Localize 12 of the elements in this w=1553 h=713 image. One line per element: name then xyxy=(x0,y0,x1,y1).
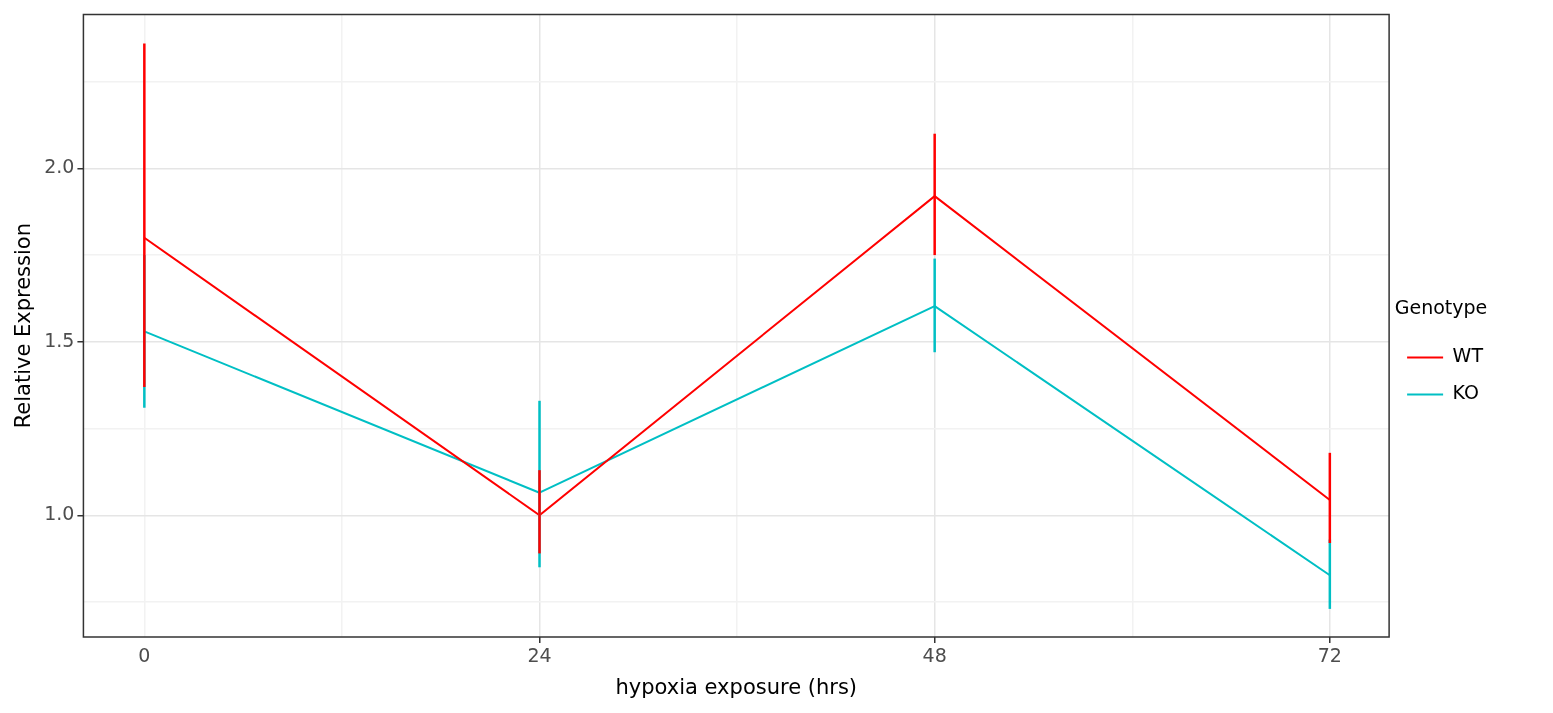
y-tick-label: 1.0 xyxy=(44,502,75,525)
x-tick-label: 24 xyxy=(527,644,552,667)
y-tick-label: 2.0 xyxy=(44,155,75,178)
legend-label: WT xyxy=(1452,344,1484,367)
legend-label: KO xyxy=(1452,381,1479,404)
y-tick-label: 1.5 xyxy=(44,328,75,351)
x-axis-title: hypoxia exposure (hrs) xyxy=(615,674,858,699)
x-tick-label: 48 xyxy=(922,644,947,667)
legend-title: Genotype xyxy=(1394,295,1488,318)
x-tick-label: 72 xyxy=(1317,644,1342,667)
x-tick-label: 0 xyxy=(138,644,151,667)
y-axis-title: Relative Expression xyxy=(11,223,36,429)
